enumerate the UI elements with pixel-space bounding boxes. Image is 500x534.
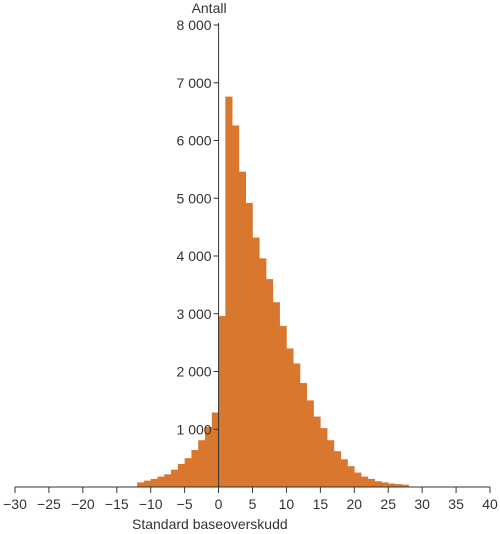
histogram-bar — [401, 484, 409, 487]
histogram-bar — [266, 279, 274, 487]
histogram-bar — [232, 125, 240, 488]
x-tick-label: −30 — [3, 496, 27, 512]
x-axis-ticks: −30 −25 −20 −15 −10 −5 0 5 10 15 20 25 30 35 40 — [3, 487, 498, 512]
x-tick-label: 10 — [279, 496, 295, 512]
histogram-bar — [333, 451, 342, 487]
histogram-bar — [388, 483, 396, 487]
x-tick-label: 20 — [346, 496, 362, 512]
histogram-bar — [150, 478, 158, 487]
y-tick-label: 8 000 — [177, 17, 212, 33]
y-axis-ticks: 1 000 2 000 3 000 4 000 5 000 6 000 7 000 8 000 — [177, 17, 219, 437]
y-axis-title: Antall — [192, 0, 227, 16]
histogram-bar — [367, 478, 375, 487]
histogram-bar — [191, 450, 199, 487]
x-tick-label: 25 — [380, 496, 396, 512]
x-tick-label: 5 — [249, 496, 257, 512]
histogram-bar — [286, 348, 294, 487]
histogram-bar — [157, 476, 165, 487]
histogram-bar — [211, 412, 219, 487]
histogram-bar — [347, 466, 355, 487]
x-tick-label: −15 — [105, 496, 129, 512]
y-tick-label: 3 000 — [177, 306, 212, 322]
histogram-bar — [164, 474, 172, 487]
histogram-bar — [205, 426, 213, 487]
histogram-bar — [306, 400, 314, 488]
x-tick-label: −20 — [71, 496, 95, 512]
histogram-bar — [340, 459, 348, 487]
x-axis-title: Standard baseoverskudd — [132, 516, 288, 532]
histogram-bar — [361, 476, 369, 487]
histogram-bar — [279, 325, 287, 487]
histogram-bar — [218, 316, 226, 487]
x-tick-label: −5 — [177, 496, 193, 512]
histogram-bar — [313, 416, 321, 487]
histogram-bar — [198, 440, 206, 487]
histogram-bar — [143, 480, 152, 487]
y-tick-label: 6 000 — [177, 133, 212, 149]
histogram-bar — [259, 258, 267, 487]
y-tick-label: 7 000 — [177, 75, 212, 91]
x-tick-label: 15 — [313, 496, 329, 512]
histogram-bar — [272, 302, 280, 487]
x-tick-label: 30 — [414, 496, 430, 512]
x-tick-label: 40 — [482, 496, 498, 512]
histogram-bar — [137, 482, 145, 487]
histogram-bar — [374, 481, 382, 487]
histogram-bar — [293, 363, 301, 487]
histogram-bar — [245, 202, 253, 487]
histogram-bar — [184, 458, 192, 488]
histogram-bar — [327, 440, 335, 487]
x-tick-label: 0 — [215, 496, 223, 512]
x-tick-label: −10 — [139, 496, 163, 512]
y-tick-label: 2 000 — [177, 364, 212, 380]
x-tick-label: −25 — [37, 496, 61, 512]
histogram-bar — [300, 383, 308, 487]
histogram-bar — [171, 469, 179, 487]
histogram-bars — [137, 96, 409, 488]
histogram-bar — [381, 482, 389, 487]
histogram-bar — [177, 463, 185, 487]
histogram-bar — [354, 472, 362, 487]
histogram-bar — [252, 237, 260, 487]
x-tick-label: 35 — [448, 496, 464, 512]
histogram-bar — [238, 171, 247, 487]
y-tick-label: 1 000 — [177, 421, 212, 437]
histogram-bar — [320, 428, 328, 487]
y-tick-label: 5 000 — [177, 190, 212, 206]
histogram-bar — [225, 96, 233, 488]
histogram-bar — [395, 484, 403, 487]
y-tick-label: 4 000 — [177, 248, 212, 264]
